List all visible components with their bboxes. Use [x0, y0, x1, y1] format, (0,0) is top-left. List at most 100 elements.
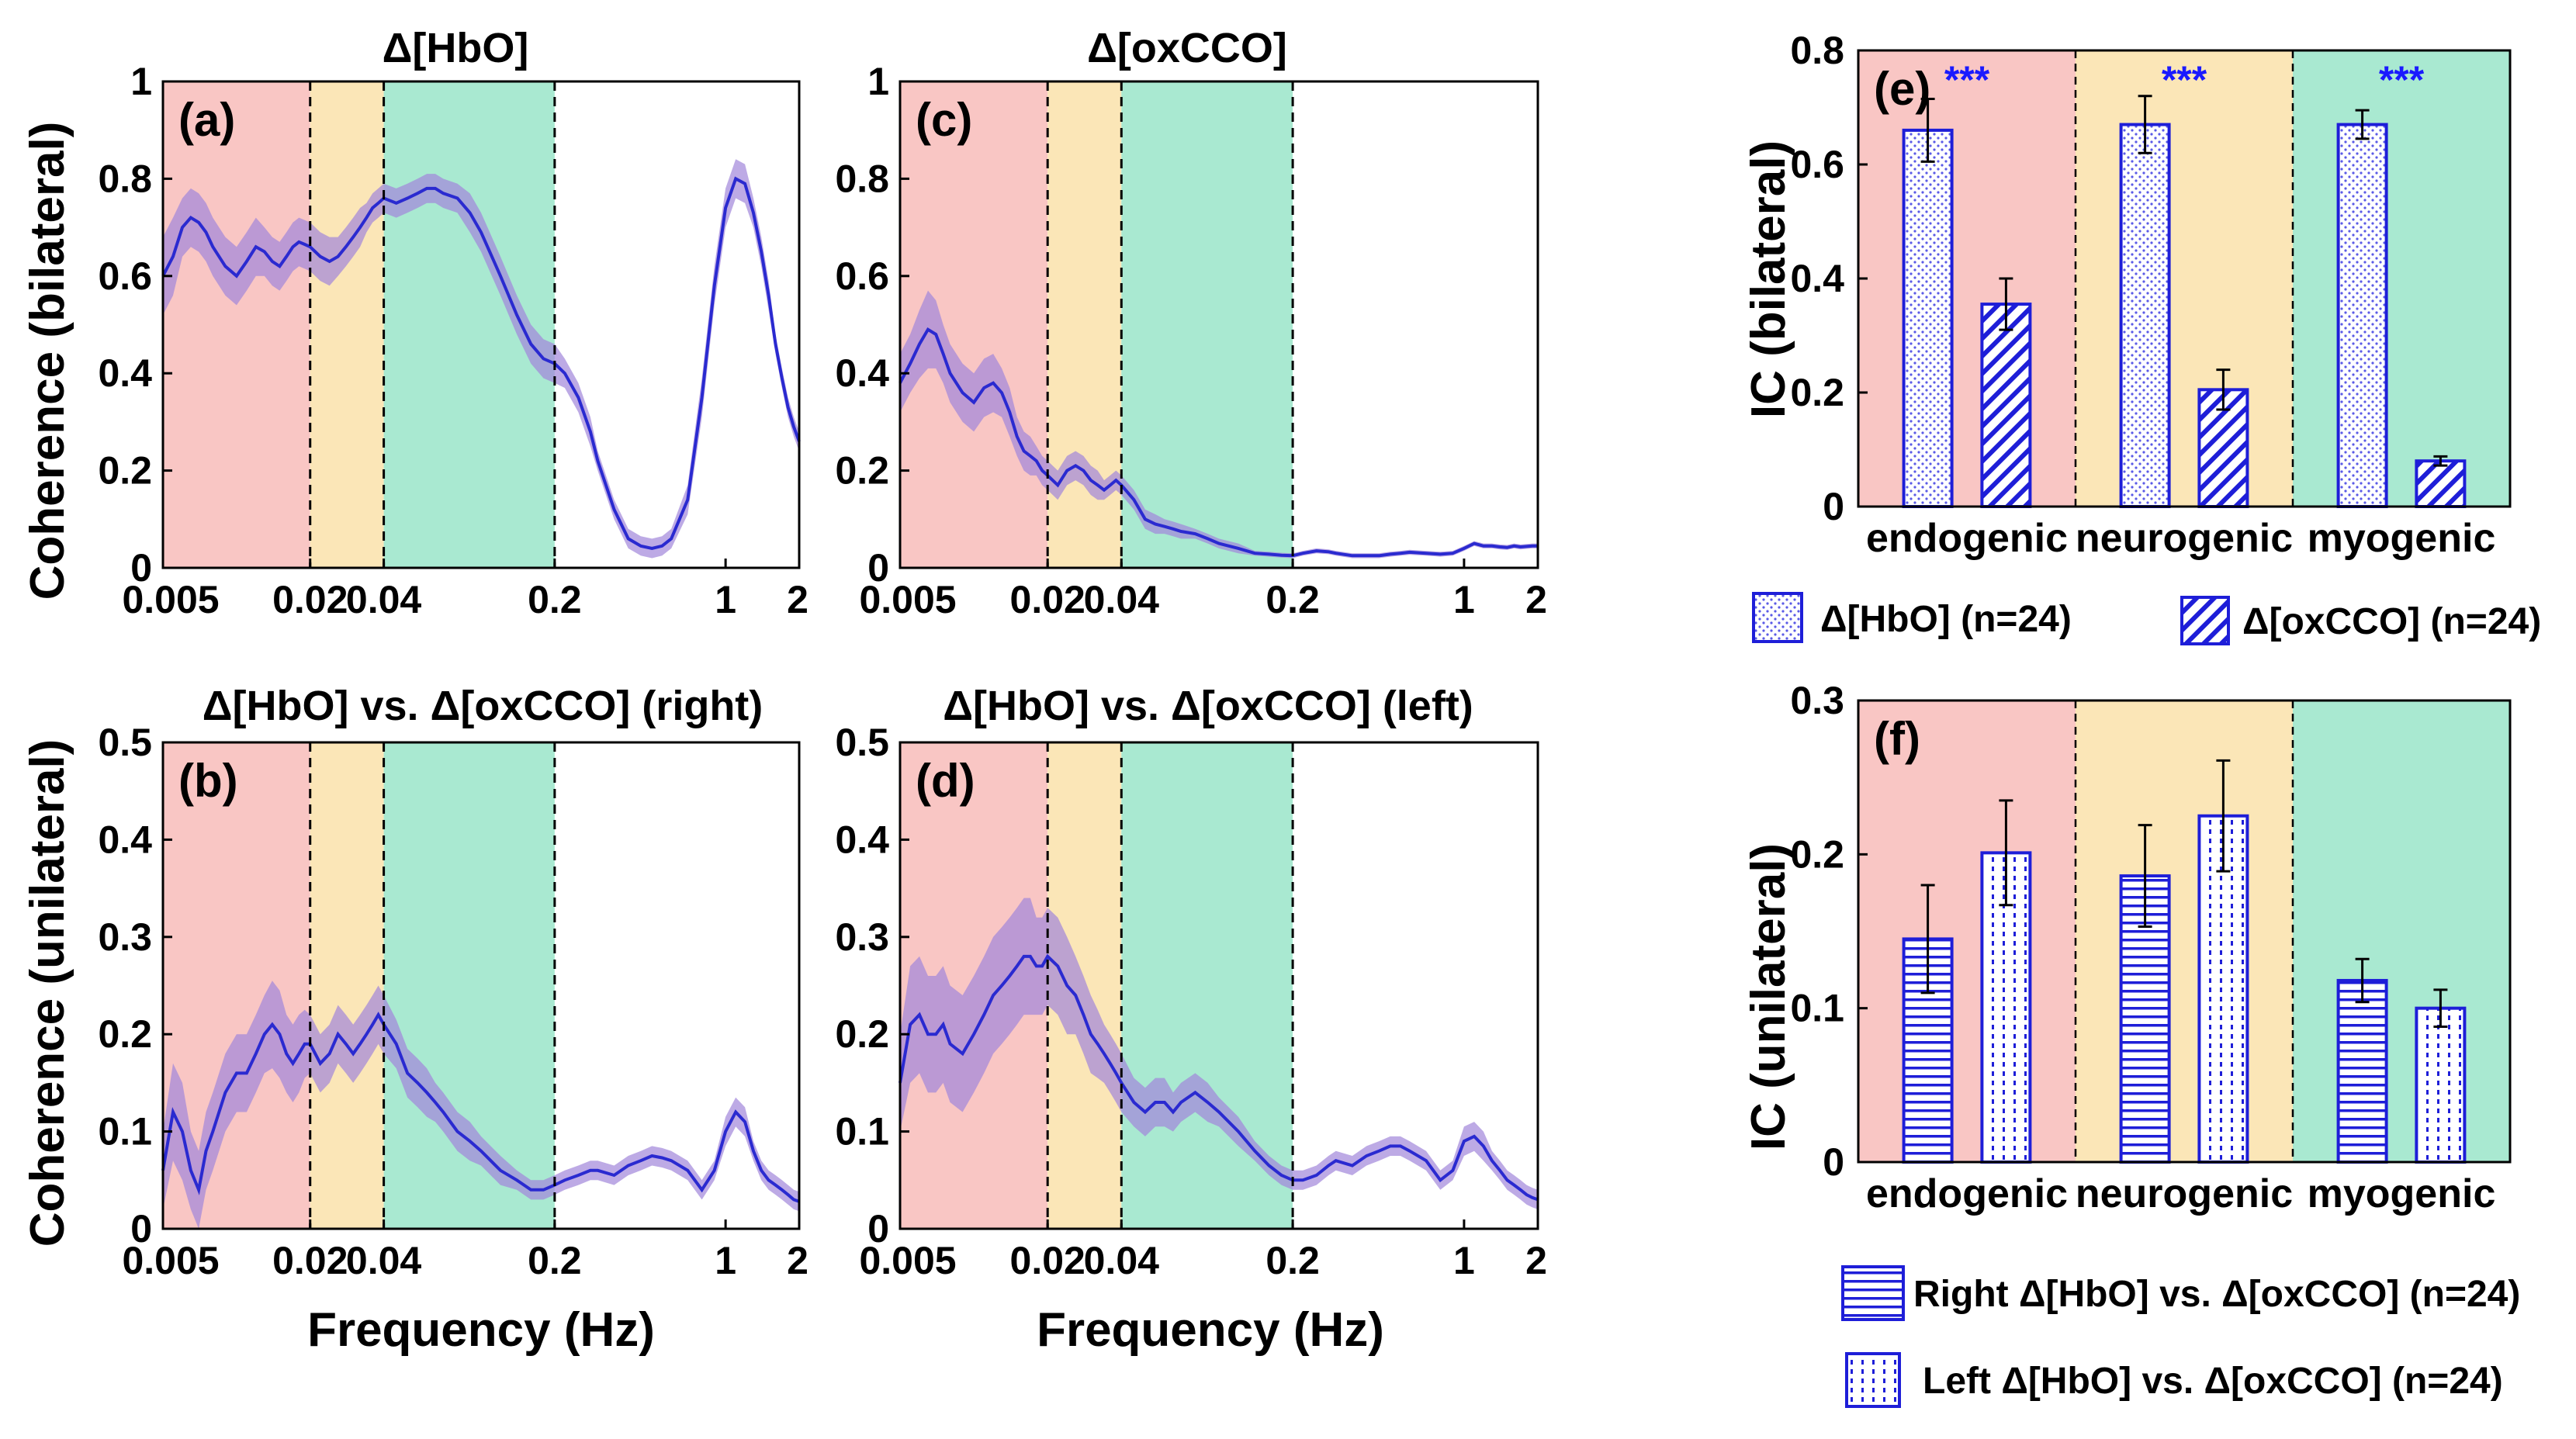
category-label: endogenic	[1866, 1171, 2068, 1216]
bar	[1980, 303, 2032, 508]
panel-label: (c)	[916, 94, 972, 146]
y-tick-label: 0.4	[835, 351, 889, 395]
region-endogenic	[1858, 50, 2076, 507]
y-tick-label: 0.2	[835, 1012, 889, 1056]
mean-line	[161, 176, 801, 550]
x-tick-label: 2	[787, 578, 808, 621]
x-tick-label: 2	[1525, 578, 1547, 621]
y-tick-label: 1	[867, 60, 889, 103]
plot-frame	[898, 80, 1539, 569]
plot-frame	[161, 80, 801, 569]
category-label: neurogenic	[2076, 516, 2293, 561]
y-tick-label: 0.4	[835, 818, 889, 861]
panel-f-ylabel: IC (unilateral)	[1742, 843, 1795, 1150]
x-tick-label: 0.2	[528, 578, 582, 621]
error-band-tint	[900, 898, 1538, 1209]
panel-a: Δ[HbO] Coherence (bilateral) 00.20.40.60…	[21, 25, 808, 621]
x-tick-label: 1	[715, 578, 736, 621]
y-tick-label: 0	[867, 1207, 889, 1250]
y-tick-label: 0.2	[98, 1012, 152, 1056]
x-tick-label: 2	[787, 1239, 808, 1282]
y-tick-label: 1	[130, 60, 152, 103]
y-tick-label: 0	[867, 546, 889, 590]
x-tick-label: 0.04	[346, 578, 422, 621]
x-tick-label: 0.02	[272, 1239, 348, 1282]
mean-line	[161, 1012, 800, 1203]
region-myogenic	[2293, 50, 2510, 507]
x-tick-label: 1	[1453, 578, 1475, 621]
region-neurogenic	[310, 81, 384, 568]
error-band-tint	[900, 290, 1538, 559]
legend-e-swatch-hbo	[1752, 592, 1803, 643]
plot-frame	[161, 741, 801, 1230]
x-tick-label: 0.2	[1265, 578, 1320, 621]
panel-c-title: Δ[oxCCO]	[1087, 25, 1287, 71]
bar	[2415, 1006, 2467, 1164]
plot-frame	[1857, 699, 2512, 1164]
region-neurogenic	[310, 742, 384, 1229]
significance-stars: ***	[2379, 58, 2425, 102]
error-band	[900, 898, 1538, 1209]
y-tick-label: 0.5	[835, 721, 889, 764]
y-tick-label: 0.8	[98, 157, 152, 200]
panel-e: IC (bilateral) *** endogenic *** neurogenic…	[1742, 29, 2541, 645]
x-tick-label: 0.005	[122, 1239, 219, 1282]
panel-a-title: Δ[HbO]	[383, 25, 529, 71]
category-label: myogenic	[2308, 516, 2496, 561]
bar	[2119, 123, 2171, 509]
panel-label: (d)	[916, 755, 975, 807]
panel-b: Δ[HbO] vs. Δ[oxCCO] (right) Coherence (u…	[21, 683, 808, 1357]
x-tick-label: 0.005	[122, 578, 219, 621]
y-tick-label: 0.4	[98, 351, 152, 395]
error-band	[163, 981, 799, 1229]
bar	[1902, 128, 1954, 508]
panel-b-title: Δ[HbO] vs. Δ[oxCCO] (right)	[203, 683, 763, 729]
bar	[2336, 123, 2388, 509]
region-endogenic	[1858, 700, 2076, 1162]
x-tick-label: 0.2	[1265, 1239, 1320, 1282]
y-tick-label: 0.3	[835, 915, 889, 959]
panel-d-title: Δ[HbO] vs. Δ[oxCCO] (left)	[943, 683, 1473, 729]
y-tick-label: 0.1	[1790, 987, 1844, 1030]
panel-label: (a)	[178, 94, 235, 146]
panel-label: (e)	[1874, 63, 1930, 115]
legend-f-swatch-right	[1841, 1265, 1905, 1321]
significance-stars: ***	[2162, 58, 2207, 102]
legend-e-label-hbo: Δ[HbO] (n=24)	[1820, 599, 2072, 640]
panel-d-plot: 0 0.1 0.2 0.3 0.4 0.5 0.005 0.020.04 0.2 1 2 (d)	[835, 721, 1546, 1282]
x-tick-label: 0.04	[1084, 578, 1160, 621]
panel-f: IC (unilateral) endogenic neurogenic myoge…	[1742, 679, 2520, 1408]
y-tick-label: 0	[1823, 485, 1844, 528]
panel-d: Δ[HbO] vs. Δ[oxCCO] (left) Frequency (Hz…	[835, 683, 1546, 1357]
panel-b-plot: 0 0.1 0.2 0.3 0.4 0.5 0.005 0.020.04 0.2 1 2 (b)	[98, 721, 808, 1282]
mean-line	[898, 327, 1538, 558]
legend-f-swatch-left	[1845, 1352, 1901, 1408]
y-tick-label: 0.2	[1790, 371, 1844, 414]
y-tick-label: 0.2	[835, 449, 889, 493]
panel-d-xlabel: Frequency (Hz)	[1037, 1303, 1384, 1357]
x-tick-label: 0.02	[272, 578, 348, 621]
mean-line	[898, 953, 1539, 1202]
region-myogenic	[1121, 81, 1293, 568]
error-band-tint	[163, 981, 799, 1229]
legend-e-label-oxcco: Δ[oxCCO] (n=24)	[2242, 601, 2541, 642]
region-endogenic	[163, 81, 310, 568]
y-tick-label: 0	[1823, 1140, 1844, 1184]
y-tick-label: 0.3	[1790, 679, 1844, 722]
x-tick-label: 0.04	[1084, 1239, 1160, 1282]
category-label: myogenic	[2308, 1171, 2496, 1216]
panel-b-ylabel: Coherence (unilateral)	[21, 739, 74, 1247]
panel-label: (f)	[1874, 713, 1920, 765]
x-tick-label: 0.02	[1010, 578, 1085, 621]
panel-e-ylabel: IC (bilateral)	[1742, 140, 1795, 418]
y-tick-label: 0.2	[1790, 832, 1844, 876]
y-tick-label: 0	[130, 1207, 152, 1250]
region-neurogenic	[2076, 50, 2293, 507]
y-tick-label: 0	[130, 546, 152, 590]
panel-e-plot: *** endogenic *** neurogenic *** myogenic 0 0.2…	[1790, 29, 2512, 561]
significance-stars: ***	[1944, 58, 1990, 102]
y-tick-label: 0.4	[1790, 257, 1844, 300]
panel-c-plot: 0 0.2 0.4 0.6 0.8 1 0.005 0.020.04 0.2 1 2 (c)	[835, 60, 1546, 621]
panel-a-plot: 0 0.2 0.4 0.6 0.8 1 0.005 0.020.04 0.2 1 2 (a)	[98, 60, 808, 621]
y-tick-label: 0.6	[1790, 143, 1844, 186]
